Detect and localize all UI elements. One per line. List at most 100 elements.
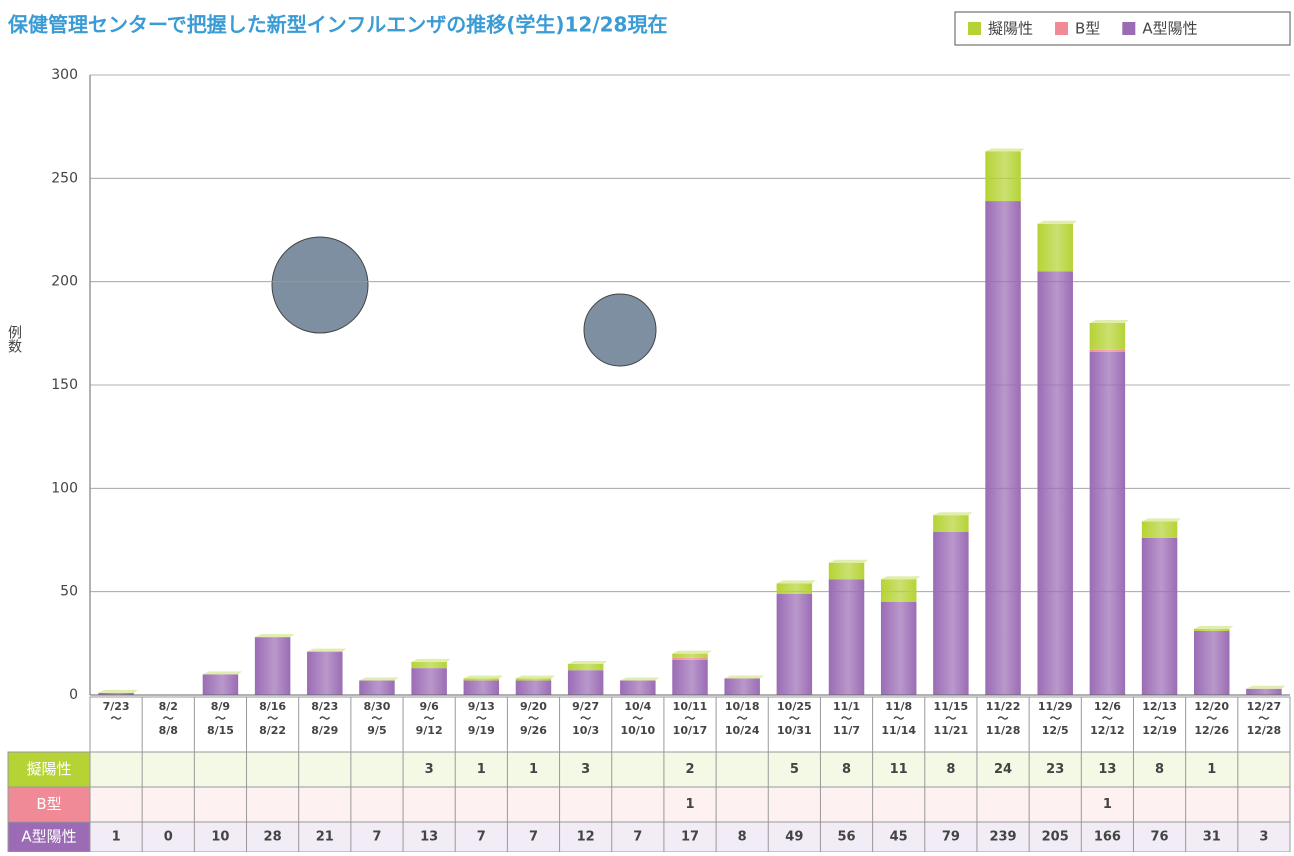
bar-segment — [1037, 271, 1072, 695]
bar-top — [1194, 626, 1233, 629]
bar-segment — [933, 532, 968, 695]
table-cell: 10 — [211, 830, 229, 845]
bar-segment — [411, 662, 446, 668]
table-cell: 13 — [1098, 762, 1116, 777]
bar-top — [672, 651, 711, 654]
x-tick-label: 10/10 — [621, 724, 656, 737]
table-row-label: 擬陽性 — [26, 760, 71, 778]
bar-segment — [985, 151, 1020, 201]
bar-segment — [1194, 631, 1229, 695]
table-cell: 13 — [420, 830, 438, 845]
y-tick-label: 0 — [69, 687, 78, 703]
bar-top — [1090, 320, 1129, 323]
table-cell: 1 — [112, 830, 121, 845]
y-tick-label: 250 — [51, 170, 78, 186]
bar-segment — [881, 579, 916, 602]
legend-label: A型陽性 — [1142, 20, 1197, 38]
bar-segment — [516, 678, 551, 680]
y-tick-label: 150 — [51, 377, 78, 393]
table-cell: 239 — [989, 830, 1016, 845]
x-tick-label: 12/26 — [1194, 724, 1229, 737]
bar-top — [307, 649, 346, 652]
chart-title: 保健管理センターで把握した新型インフルエンザの推移(学生)12/28現在 — [7, 13, 667, 37]
x-tick-label: 12/5 — [1042, 724, 1069, 737]
x-tick-label: 8/8 — [159, 724, 178, 737]
table-cell: 8 — [1155, 762, 1164, 777]
bar-segment — [933, 515, 968, 532]
table-cell: 3 — [1259, 830, 1268, 845]
legend-swatch — [1122, 22, 1135, 35]
bar-segment — [777, 594, 812, 695]
x-tick-label: 〜 — [111, 712, 122, 725]
x-tick-label: 11/14 — [881, 724, 916, 737]
bar-top — [1037, 221, 1076, 224]
table-cell: 0 — [164, 830, 173, 845]
table-cell: 24 — [994, 762, 1012, 777]
table-cell: 12 — [577, 830, 595, 845]
bar-segment — [1037, 224, 1072, 272]
table-cell: 17 — [681, 830, 699, 845]
table-row-label: B型 — [36, 795, 61, 813]
table-cell: 3 — [425, 762, 434, 777]
bar-top — [464, 675, 503, 678]
x-tick-label: 10/31 — [777, 724, 812, 737]
x-tick-label: 8/15 — [207, 724, 234, 737]
bar-segment — [464, 678, 499, 680]
bar-segment — [255, 637, 290, 695]
x-tick-label: 8/29 — [311, 724, 338, 737]
bar-segment — [359, 681, 394, 695]
legend-swatch — [968, 22, 981, 35]
bar-segment — [881, 602, 916, 695]
x-tick-label: 10/17 — [673, 724, 708, 737]
table-cell: 45 — [890, 830, 908, 845]
bar-segment — [516, 681, 551, 695]
y-tick-label: 50 — [60, 584, 78, 600]
bar-segment — [568, 670, 603, 695]
table-cell: 23 — [1046, 762, 1064, 777]
bar-segment — [672, 658, 707, 660]
y-tick-label: 100 — [51, 480, 78, 496]
x-tick-label: 12/12 — [1090, 724, 1125, 737]
x-tick-label: 9/19 — [468, 724, 495, 737]
x-tick-label: 8/22 — [259, 724, 286, 737]
bar-top — [203, 671, 242, 674]
legend-label: 擬陽性 — [988, 20, 1033, 38]
table-cell: 2 — [685, 762, 694, 777]
x-tick-label: 9/26 — [520, 724, 547, 737]
table-cell: 3 — [581, 762, 590, 777]
legend-label: B型 — [1075, 20, 1100, 38]
bar-top — [98, 690, 137, 693]
bar-top — [1142, 518, 1181, 521]
bar-top — [568, 661, 607, 664]
table-cell: 1 — [1103, 797, 1112, 812]
bar-top — [881, 576, 920, 579]
chart: 保健管理センターで把握した新型インフルエンザの推移(学生)12/28現在 例数 … — [0, 0, 1294, 852]
bar-segment — [620, 681, 655, 695]
bar-top — [985, 148, 1024, 151]
x-tick-label: 10/3 — [572, 724, 599, 737]
bar-top — [1246, 686, 1285, 689]
bar-top — [255, 634, 294, 637]
x-tick-label: 12/19 — [1142, 724, 1177, 737]
bar-top — [724, 675, 763, 678]
y-tick-label: 300 — [51, 67, 78, 83]
table-cell: 31 — [1203, 830, 1221, 845]
legend-swatch — [1055, 22, 1068, 35]
bar-segment — [1246, 689, 1281, 695]
table-row-label: A型陽性 — [21, 828, 76, 846]
table-cell: 7 — [633, 830, 642, 845]
table-cell: 76 — [1151, 830, 1169, 845]
table-cell: 1 — [1207, 762, 1216, 777]
bar-segment — [1090, 350, 1125, 352]
bar-segment — [985, 201, 1020, 695]
bar-segment — [672, 654, 707, 658]
table-cell: 8 — [738, 830, 747, 845]
table-cell: 1 — [477, 762, 486, 777]
table-cell: 56 — [837, 830, 855, 845]
bar-segment — [1142, 521, 1177, 538]
x-tick-label: 11/28 — [986, 724, 1021, 737]
bar-segment — [203, 674, 238, 695]
x-tick-label: 9/5 — [367, 724, 386, 737]
table-cell: 8 — [842, 762, 851, 777]
bar-segment — [464, 681, 499, 695]
